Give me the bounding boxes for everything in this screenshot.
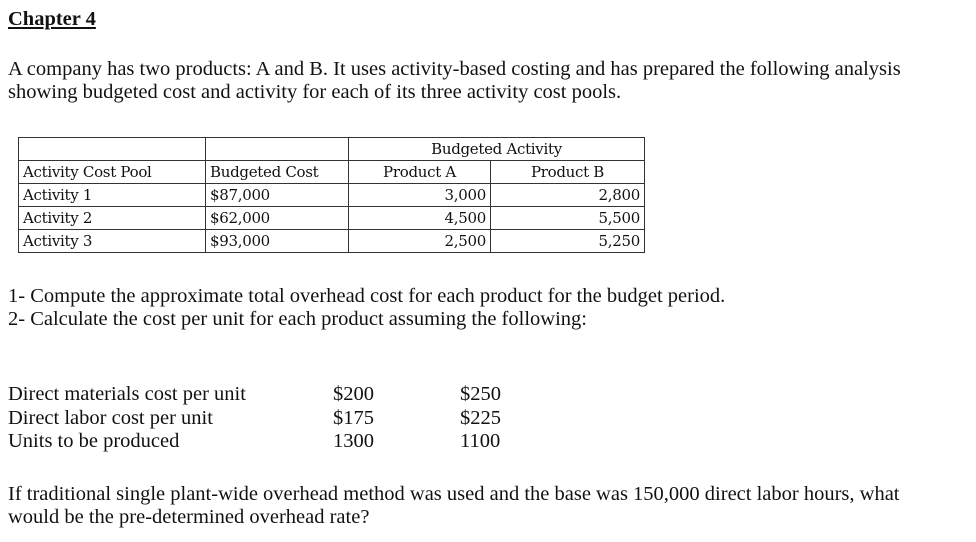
final-question-line-1: If traditional single plant-wide overhea… bbox=[8, 483, 900, 505]
unit-value-b: 1100 bbox=[460, 430, 501, 452]
table-header-row: Activity Cost Pool Budgeted Cost Product… bbox=[18, 160, 645, 184]
empty-cell bbox=[205, 137, 349, 161]
cell: Activity 3 bbox=[18, 229, 206, 253]
cell: $62,000 bbox=[205, 206, 349, 230]
unit-value-b: $250 bbox=[460, 383, 501, 405]
table-row: Activity 2 $62,000 4,500 5,500 bbox=[18, 206, 645, 230]
activity-cost-table: Budgeted Activity Activity Cost Pool Bud… bbox=[18, 137, 645, 253]
unit-label: Direct labor cost per unit bbox=[8, 407, 213, 429]
question-2: 2- Calculate the cost per unit for each … bbox=[8, 308, 587, 330]
question-1: 1- Compute the approximate total overhea… bbox=[8, 285, 726, 307]
table-row: Activity 3 $93,000 2,500 5,250 bbox=[18, 229, 645, 253]
unit-value-a: $175 bbox=[333, 407, 374, 429]
group-header: Budgeted Activity bbox=[348, 137, 645, 161]
intro-line-2: showing budgeted cost and activity for e… bbox=[8, 81, 622, 103]
chapter-title: Chapter 4 bbox=[8, 8, 96, 30]
column-header: Product B bbox=[490, 160, 645, 184]
table-row: Activity 1 $87,000 3,000 2,800 bbox=[18, 183, 645, 207]
column-header: Product A bbox=[348, 160, 491, 184]
unit-label: Units to be produced bbox=[8, 430, 180, 452]
cell: 4,500 bbox=[348, 206, 491, 230]
final-question-line-2: would be the pre-determined overhead rat… bbox=[8, 506, 370, 528]
unit-value-a: 1300 bbox=[333, 430, 374, 452]
column-header: Activity Cost Pool bbox=[18, 160, 206, 184]
cell: Activity 2 bbox=[18, 206, 206, 230]
intro-line-1: A company has two products: A and B. It … bbox=[8, 58, 901, 80]
cell: Activity 1 bbox=[18, 183, 206, 207]
cell: 5,250 bbox=[490, 229, 645, 253]
unit-label: Direct materials cost per unit bbox=[8, 383, 246, 405]
cell: 2,500 bbox=[348, 229, 491, 253]
cell: 5,500 bbox=[490, 206, 645, 230]
empty-cell bbox=[18, 137, 206, 161]
unit-value-a: $200 bbox=[333, 383, 374, 405]
unit-value-b: $225 bbox=[460, 407, 501, 429]
cell: 3,000 bbox=[348, 183, 491, 207]
column-header: Budgeted Cost bbox=[205, 160, 349, 184]
table-group-header-row: Budgeted Activity bbox=[18, 137, 645, 161]
cell: $93,000 bbox=[205, 229, 349, 253]
cell: $87,000 bbox=[205, 183, 349, 207]
cell: 2,800 bbox=[490, 183, 645, 207]
